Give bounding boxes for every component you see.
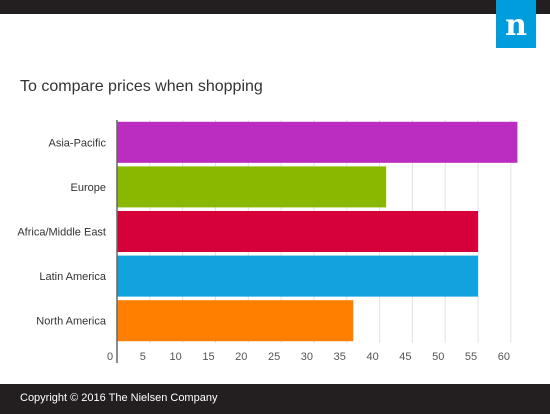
nielsen-logo: n — [496, 0, 536, 48]
chart-title: To compare prices when shopping — [20, 78, 263, 95]
category-label: Asia-Pacific — [49, 137, 107, 149]
nielsen-logo-mark: n — [505, 8, 527, 43]
x-tick-label: 20 — [235, 351, 247, 363]
x-tick-label: 55 — [465, 351, 477, 363]
footer-copyright: Copyright © 2016 The Nielsen Company — [20, 392, 218, 404]
x-tick-label: 50 — [432, 351, 444, 363]
bar — [117, 121, 518, 163]
category-label: Europe — [71, 182, 106, 194]
bar — [117, 300, 354, 342]
bar — [117, 255, 479, 297]
bar — [117, 166, 387, 208]
x-tick-label: 5 — [140, 351, 146, 363]
x-tick-label: 30 — [301, 351, 313, 363]
category-label: North America — [36, 316, 107, 328]
x-tick-label: 15 — [202, 351, 214, 363]
x-tick-label: 25 — [268, 351, 280, 363]
x-tick-label: 60 — [498, 351, 510, 363]
x-tick-label: 40 — [366, 351, 378, 363]
top-bar — [0, 0, 550, 14]
footer: Copyright © 2016 The Nielsen Company — [0, 384, 550, 414]
x-tick-label: 0 — [107, 351, 113, 363]
x-tick-label: 10 — [170, 351, 182, 363]
category-label: Latin America — [39, 271, 107, 283]
x-tick-label: 45 — [399, 351, 411, 363]
bar — [117, 210, 479, 253]
category-label: Africa/Middle East — [17, 227, 106, 239]
x-tick-label: 35 — [334, 351, 346, 363]
bar-chart: 0 5 10 15 20 25 30 35 40 45 50 55 60 Asia-Pacific Euro… — [17, 120, 518, 363]
